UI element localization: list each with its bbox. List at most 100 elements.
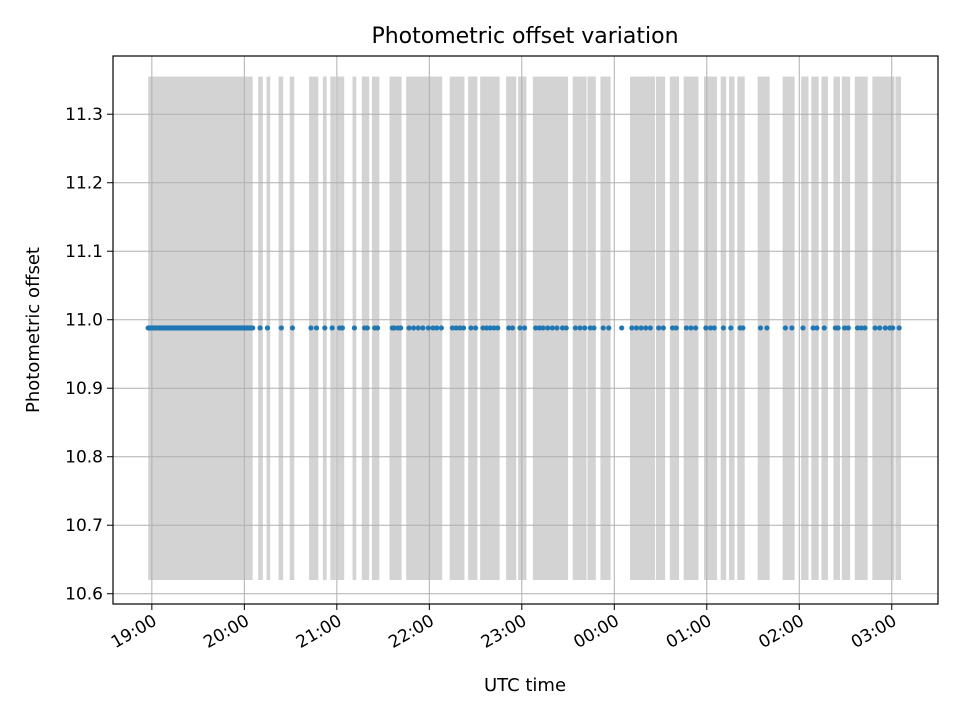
y-axis-ticks: 10.6 10.7 10.8 10.9 11.0 11.1 11.2 11.3 xyxy=(65,105,113,605)
observation-band-31 xyxy=(757,76,770,581)
data-point-0-130 xyxy=(391,325,397,331)
x-axis-label: UTC time xyxy=(484,675,566,696)
data-point-0-136 xyxy=(420,325,426,331)
data-point-0-197 xyxy=(814,325,820,331)
data-point-0-144 xyxy=(460,325,467,331)
data-point-0-173 xyxy=(633,325,640,331)
data-point-0-168 xyxy=(591,325,597,331)
y-axis-label: Photometric offset xyxy=(23,247,44,413)
data-point-0-159 xyxy=(545,325,551,331)
data-point-0-123 xyxy=(339,325,345,331)
data-point-0-157 xyxy=(536,325,542,331)
data-point-0-126 xyxy=(364,325,370,331)
data-point-0-135 xyxy=(415,325,421,331)
y-tick-label-1: 10.7 xyxy=(65,516,103,536)
data-point-0-187 xyxy=(720,325,727,331)
y-tick-label-0: 10.6 xyxy=(65,585,103,605)
data-point-0-178 xyxy=(660,325,666,331)
data-point-0-203 xyxy=(854,325,861,331)
data-point-0-160 xyxy=(549,325,555,331)
data-point-0-175 xyxy=(643,325,649,331)
y-tick-label-3: 10.9 xyxy=(65,379,103,399)
data-point-0-113 xyxy=(250,325,256,331)
data-point-0-190 xyxy=(740,325,746,331)
data-point-0-115 xyxy=(264,325,271,331)
x-tick-label-1: 20:00 xyxy=(200,611,252,653)
data-point-0-198 xyxy=(821,325,827,331)
data-point-0-207 xyxy=(877,325,883,331)
data-point-0-151 xyxy=(495,325,501,331)
data-point-0-210 xyxy=(890,325,896,331)
x-tick-label-3: 22:00 xyxy=(385,611,437,653)
data-point-0-196 xyxy=(810,325,816,331)
data-point-0-164 xyxy=(572,325,579,331)
observation-band-32 xyxy=(782,76,795,581)
data-point-0-120 xyxy=(322,325,328,331)
x-tick-label-4: 23:00 xyxy=(478,611,530,653)
data-point-0-191 xyxy=(757,325,764,331)
data-point-0-161 xyxy=(554,325,560,331)
data-point-0-119 xyxy=(313,325,320,331)
data-point-0-193 xyxy=(782,325,788,331)
data-point-0-138 xyxy=(430,325,436,331)
data-point-0-154 xyxy=(517,325,523,331)
x-tick-label-2: 21:00 xyxy=(293,611,345,653)
data-point-0-143 xyxy=(457,325,463,331)
data-point-0-150 xyxy=(491,325,497,331)
data-point-0-158 xyxy=(540,325,546,331)
data-point-0-185 xyxy=(707,325,714,331)
grid-lines xyxy=(113,56,938,604)
data-point-0-179 xyxy=(669,325,676,331)
data-point-0-184 xyxy=(703,325,709,331)
x-tick-label-0: 19:00 xyxy=(108,611,160,653)
data-point-0-205 xyxy=(862,325,868,331)
data-point-0-146 xyxy=(472,325,479,331)
data-point-0-211 xyxy=(896,325,902,331)
data-point-0-128 xyxy=(374,325,381,331)
data-point-0-148 xyxy=(484,325,490,331)
data-point-0-208 xyxy=(882,325,888,331)
x-axis-ticks: 19:00 20:00 21:00 22:00 23:00 00:00 01:00 02:00… xyxy=(108,604,900,653)
plot-frame xyxy=(112,55,939,605)
data-point-0-153 xyxy=(509,325,516,331)
data-point-0-176 xyxy=(647,325,653,331)
data-point-0-147 xyxy=(480,325,486,331)
data-point-0-201 xyxy=(841,325,848,331)
data-point-0-180 xyxy=(673,325,679,331)
data-point-0-167 xyxy=(587,325,593,331)
y-tick-label-4: 11.0 xyxy=(65,311,103,331)
data-point-0-186 xyxy=(711,325,717,331)
data-point-0-206 xyxy=(872,325,878,331)
data-point-0-118 xyxy=(308,325,314,331)
data-point-0-137 xyxy=(425,325,431,331)
data-point-0-132 xyxy=(398,325,404,331)
data-point-0-140 xyxy=(438,325,444,331)
y-tick-label-7: 11.3 xyxy=(65,105,103,125)
data-point-0-124 xyxy=(351,325,357,331)
data-point-0-163 xyxy=(563,325,569,331)
observation-band-5 xyxy=(309,76,319,581)
data-point-0-117 xyxy=(289,325,296,331)
data-point-0-182 xyxy=(688,325,694,331)
data-point-0-194 xyxy=(789,325,795,331)
data-point-0-114 xyxy=(257,325,263,331)
data-point-0-134 xyxy=(410,325,417,331)
data-point-0-162 xyxy=(559,325,566,331)
data-point-0-139 xyxy=(434,325,440,331)
data-point-0-200 xyxy=(835,325,841,331)
x-tick-label-8: 03:00 xyxy=(848,611,900,653)
data-point-0-142 xyxy=(453,325,459,331)
y-tick-label-2: 10.8 xyxy=(65,448,103,468)
data-point-0-174 xyxy=(638,325,644,331)
data-point-0-149 xyxy=(487,325,493,331)
data-point-0-121 xyxy=(329,325,335,331)
data-point-0-192 xyxy=(764,325,770,331)
data-point-0-204 xyxy=(858,325,864,331)
data-point-0-177 xyxy=(656,325,662,331)
data-point-0-170 xyxy=(606,325,612,331)
data-point-0-181 xyxy=(683,325,690,331)
data-point-0-155 xyxy=(521,325,528,331)
data-point-0-152 xyxy=(506,325,512,331)
x-tick-label-6: 01:00 xyxy=(663,611,715,653)
